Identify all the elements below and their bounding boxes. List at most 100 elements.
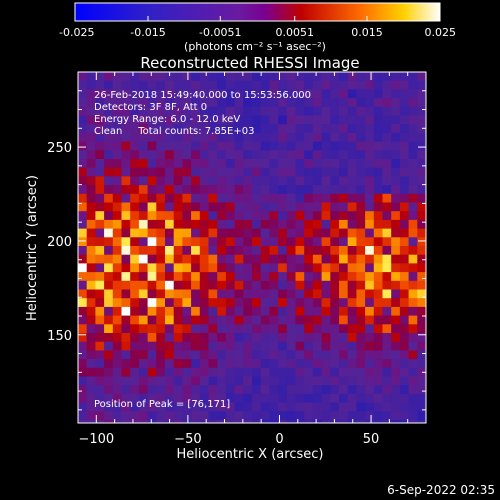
heatmap-cell (356, 193, 366, 203)
heatmap-cell (217, 176, 227, 186)
heatmap-cell (408, 106, 418, 116)
heatmap-cell (225, 89, 235, 99)
heatmap-cell (121, 219, 131, 229)
heatmap-cell (260, 272, 270, 282)
heatmap-cell (199, 324, 209, 334)
heatmap-cell (399, 228, 409, 238)
heatmap-cell (417, 80, 426, 90)
heatmap-cell (86, 115, 96, 125)
heatmap-cell (356, 124, 366, 134)
heatmap-cell (408, 298, 418, 308)
heatmap-cell (208, 263, 218, 273)
heatmap-cell (95, 333, 105, 343)
heatmap-cell (130, 124, 140, 134)
heatmap-cell (156, 402, 166, 412)
heatmap-cell (78, 132, 88, 142)
heatmap-cell (173, 141, 183, 151)
heatmap-cell (399, 393, 409, 403)
heatmap-cell (182, 132, 192, 142)
heatmap-cell (330, 185, 340, 195)
heatmap-cell (147, 124, 157, 134)
heatmap-cell (391, 359, 401, 369)
heatmap-cell (347, 228, 357, 238)
heatmap-cell (217, 219, 227, 229)
heatmap-cell (278, 89, 288, 99)
heatmap-cell (86, 411, 96, 421)
heatmap-cell (95, 350, 105, 360)
heatmap-cell (234, 124, 244, 134)
heatmap-cell (112, 367, 122, 377)
heatmap-cell (365, 124, 375, 134)
heatmap-cell (104, 341, 114, 351)
heatmap-cell (104, 106, 114, 116)
heatmap-cell (330, 159, 340, 169)
colorbar-ticks: -0.025 -0.015 -0.0051 0.0051 0.015 0.025 (59, 16, 456, 39)
heatmap-cell (417, 367, 426, 377)
heatmap-cell (330, 115, 340, 125)
heatmap-cell (365, 219, 375, 229)
heatmap-cell (295, 254, 305, 264)
heatmap-cell (173, 324, 183, 334)
heatmap-cell (86, 193, 96, 203)
heatmap-cell (347, 106, 357, 116)
heatmap-cell (121, 254, 131, 264)
heatmap-cell (121, 280, 131, 290)
heatmap-cell (278, 272, 288, 282)
heatmap-cell (208, 324, 218, 334)
heatmap-cell (173, 211, 183, 221)
heatmap-cell (208, 315, 218, 325)
heatmap-cell (208, 124, 218, 134)
heatmap-cell (391, 176, 401, 186)
heatmap-cell (243, 124, 253, 134)
heatmap-cell (312, 393, 322, 403)
heatmap-cell (382, 376, 392, 386)
heatmap-cell (304, 376, 314, 386)
heatmap-cell (86, 367, 96, 377)
heatmap-cell (382, 272, 392, 282)
heatmap-cell (356, 298, 366, 308)
heatmap-cell (138, 115, 148, 125)
heatmap-cell (138, 341, 148, 351)
heatmap-cell (130, 411, 140, 421)
heatmap-cell (269, 228, 279, 238)
heatmap-cell (147, 167, 157, 177)
heatmap-cell (138, 324, 148, 334)
heatmap-cell (182, 193, 192, 203)
heatmap-cell (217, 115, 227, 125)
heatmap-cell (121, 211, 131, 221)
heatmap-cell (225, 272, 235, 282)
heatmap-cell (78, 176, 88, 186)
heatmap-cell (191, 246, 201, 256)
heatmap-cell (269, 298, 279, 308)
heatmap-cell (330, 141, 340, 151)
heatmap-cell (95, 411, 105, 421)
heatmap-cell (373, 219, 383, 229)
heatmap-cell (373, 98, 383, 108)
heatmap-cell (138, 124, 148, 134)
heatmap-cell (286, 289, 296, 299)
heatmap-cell (165, 167, 175, 177)
heatmap-cell (286, 167, 296, 177)
heatmap-cell (304, 89, 314, 99)
heatmap-cell (243, 176, 253, 186)
heatmap-cell (138, 176, 148, 186)
heatmap-cell (321, 115, 331, 125)
heatmap-cell (112, 376, 122, 386)
heatmap-cell (182, 359, 192, 369)
heatmap-cell (339, 280, 349, 290)
colorbar-tick-label: 0.015 (351, 26, 383, 39)
heatmap-cell (295, 376, 305, 386)
heatmap-cell (234, 141, 244, 151)
heatmap-cell (321, 359, 331, 369)
heatmap-cell (347, 254, 357, 264)
heatmap-cell (86, 219, 96, 229)
heatmap-cell (269, 359, 279, 369)
heatmap-cell (156, 350, 166, 360)
heatmap-cell (278, 72, 288, 82)
heatmap-cell (130, 72, 140, 82)
heatmap-cell (382, 167, 392, 177)
heatmap-cell (165, 306, 175, 316)
heatmap-cell (321, 80, 331, 90)
heatmap-cell (208, 159, 218, 169)
heatmap-cell (399, 289, 409, 299)
